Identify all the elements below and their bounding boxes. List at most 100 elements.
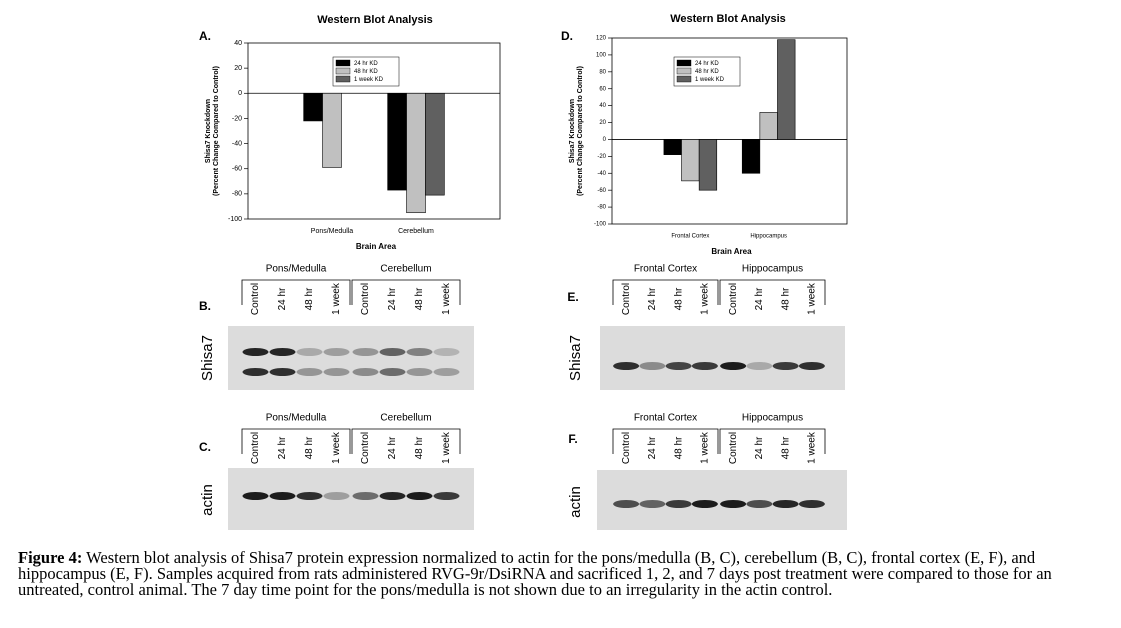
panel-letter: A. <box>199 29 211 43</box>
blot-band <box>323 368 350 376</box>
blot-band <box>242 492 269 500</box>
x-tick-label: Hippocampus <box>750 234 787 240</box>
blot-band <box>323 492 350 500</box>
lane-label: Control <box>728 283 739 315</box>
lane-label: Control <box>360 432 371 464</box>
panel-letter: C. <box>199 440 211 454</box>
bar <box>425 92 445 196</box>
lane-label: Control <box>728 432 739 464</box>
lane-label: 24 hr <box>754 287 765 310</box>
y-tick-label: -40 <box>597 171 606 177</box>
bracket <box>241 279 351 305</box>
group-label: Hippocampus <box>742 413 803 424</box>
x-tick-label: Pons/Medulla <box>311 228 354 235</box>
blot-band <box>613 362 640 370</box>
blot-band <box>406 348 433 356</box>
bracket <box>241 428 351 454</box>
blot-band <box>691 362 718 370</box>
blot-band <box>691 500 718 508</box>
lane-label: 24 hr <box>387 436 398 459</box>
row-label: Shisa7 <box>199 335 216 381</box>
y-tick-label: -60 <box>597 188 606 194</box>
lane-label: 24 hr <box>647 436 658 459</box>
y-tick-label: -40 <box>232 140 242 147</box>
blot-band <box>269 492 296 500</box>
blot-band <box>798 362 825 370</box>
blot-band <box>242 368 269 376</box>
y-tick-label: 80 <box>599 69 606 75</box>
lane-label: 1 week <box>331 431 342 464</box>
x-tick-label: Cerebellum <box>398 228 434 235</box>
y-axis-label: Shisa7 Knockdown <box>569 99 576 163</box>
panel-letter: F. <box>568 432 577 446</box>
plot-frame <box>247 42 501 220</box>
group-label: Pons/Medulla <box>266 264 327 275</box>
y-tick-label: 20 <box>599 120 606 126</box>
chart-title: Western Blot Analysis <box>317 14 433 26</box>
blot-band <box>613 500 640 508</box>
blot-band <box>269 348 296 356</box>
lane-label: Control <box>250 432 261 464</box>
row-label: actin <box>199 484 216 516</box>
y-tick-label: 60 <box>599 86 606 92</box>
legend-swatch <box>335 59 351 67</box>
y-axis-label: Shisa7 Knockdown <box>205 99 212 163</box>
lane-label: 24 hr <box>387 287 398 310</box>
lane-label: Control <box>360 283 371 315</box>
bar <box>663 139 682 155</box>
blot-band <box>352 368 379 376</box>
lane-label: 48 hr <box>304 436 315 459</box>
legend-label: 24 hr KD <box>695 61 719 67</box>
blot-band <box>379 368 406 376</box>
lane-label: 48 hr <box>673 287 684 310</box>
blot-band <box>352 492 379 500</box>
blot-band <box>379 492 406 500</box>
group-label: Frontal Cortex <box>634 413 697 424</box>
legend-label: 48 hr KD <box>695 69 719 75</box>
lane-label: 24 hr <box>754 436 765 459</box>
y-axis-label: (Percent Change Compared to Control) <box>213 66 220 196</box>
legend-swatch <box>335 67 351 75</box>
bracket <box>612 428 719 454</box>
y-tick-label: 0 <box>603 137 607 143</box>
blot-image <box>228 468 474 530</box>
legend-swatch <box>335 75 351 83</box>
lane-label: 48 hr <box>414 436 425 459</box>
blot-band <box>296 348 323 356</box>
lane-label: 24 hr <box>647 287 658 310</box>
legend-label: 1 week KD <box>354 77 384 83</box>
plot-frame <box>611 37 848 225</box>
y-tick-label: 100 <box>596 52 607 58</box>
blot-band <box>746 362 773 370</box>
bracket <box>719 428 826 454</box>
lane-label: 1 week <box>700 282 711 315</box>
legend-swatch <box>676 59 692 67</box>
x-axis-label: Brain Area <box>711 247 752 256</box>
lane-label: 1 week <box>441 431 452 464</box>
group-label: Pons/Medulla <box>266 413 327 424</box>
lane-label: 48 hr <box>414 287 425 310</box>
blot-band <box>772 500 799 508</box>
y-tick-label: -100 <box>594 222 607 228</box>
y-axis-label: (Percent Change Compared to Control) <box>577 66 584 196</box>
y-tick-label: 20 <box>234 65 242 72</box>
blot-band <box>242 348 269 356</box>
panel-letter: D. <box>561 29 573 43</box>
caption-text: Western blot analysis of Shisa7 protein … <box>18 548 1052 599</box>
y-tick-label: -20 <box>597 154 606 160</box>
blot-band <box>665 362 692 370</box>
lane-label: 1 week <box>807 282 818 315</box>
y-tick-label: 40 <box>599 103 606 109</box>
x-tick-label: Frontal Cortex <box>671 234 709 240</box>
blot-band <box>379 348 406 356</box>
blot-band <box>269 368 296 376</box>
bracket <box>612 279 719 305</box>
panel-letter: E. <box>567 290 578 304</box>
bar <box>303 92 323 122</box>
blot-image <box>597 470 847 530</box>
y-tick-label: -20 <box>232 115 242 122</box>
x-axis-label: Brain Area <box>356 242 397 251</box>
legend-label: 1 week KD <box>695 77 725 83</box>
blot-band <box>296 492 323 500</box>
